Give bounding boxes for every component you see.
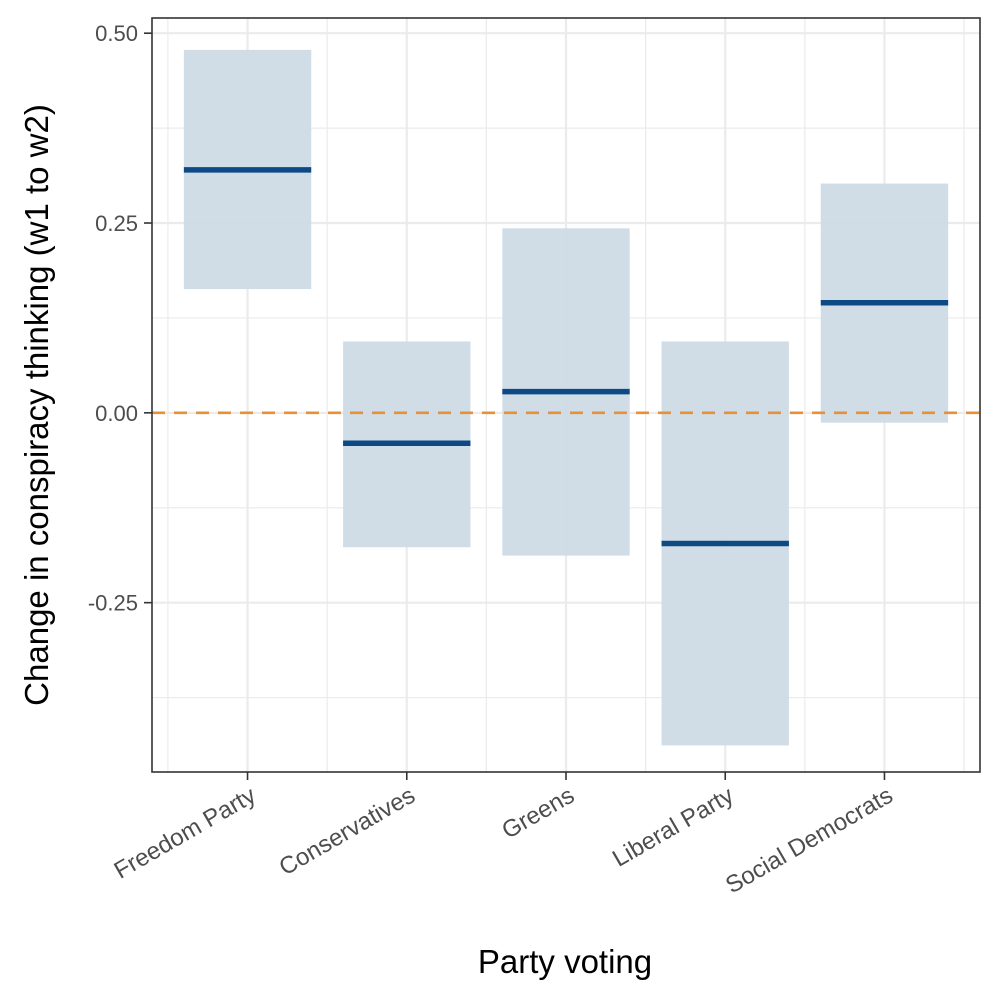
y-axis: 0.50 0.25 0.00 -0.25: [88, 21, 152, 616]
x-axis-title: Party voting: [478, 943, 652, 980]
y-tick-label: 0.00: [95, 401, 138, 426]
y-tick-label: -0.25: [88, 591, 138, 616]
y-axis-title: Change in conspiracy thinking (w1 to w2): [18, 104, 55, 706]
point-estimates: [183, 167, 949, 547]
y-tick-label: 0.50: [95, 21, 138, 46]
y-tick-label: 0.25: [95, 211, 138, 236]
